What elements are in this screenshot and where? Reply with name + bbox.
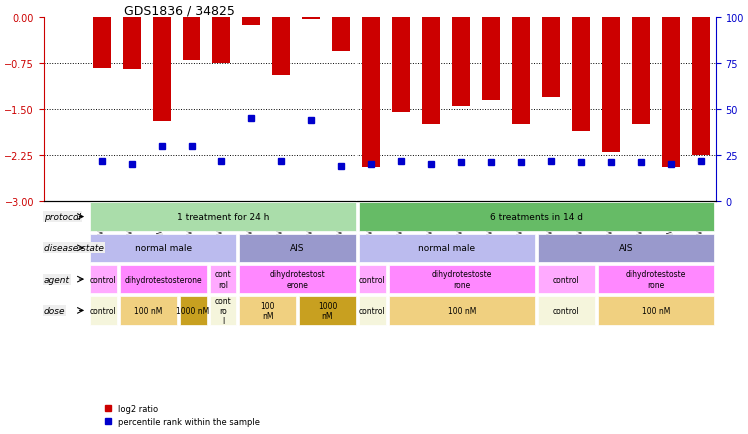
- Bar: [692, 18, 710, 156]
- Bar: [93, 18, 111, 68]
- Bar: [452, 18, 470, 107]
- Bar: [662, 18, 680, 168]
- Text: normal male: normal male: [135, 244, 191, 253]
- Bar: [359, 203, 714, 231]
- Bar: [90, 297, 117, 325]
- Bar: [538, 297, 595, 325]
- Text: 100 nM: 100 nM: [448, 306, 476, 315]
- Bar: [359, 297, 386, 325]
- Bar: [332, 18, 350, 52]
- Bar: [120, 297, 177, 325]
- Bar: [299, 297, 356, 325]
- Text: AIS: AIS: [290, 244, 305, 253]
- Text: control: control: [553, 306, 580, 315]
- Text: dihydrotestoste
rone: dihydrotestoste rone: [626, 270, 686, 289]
- Bar: [239, 297, 296, 325]
- Text: 1000 nM: 1000 nM: [177, 306, 209, 315]
- Bar: [239, 266, 356, 293]
- Text: dihydrotestost
erone: dihydrotestost erone: [270, 270, 325, 289]
- Text: 6 treatments in 14 d: 6 treatments in 14 d: [490, 213, 583, 221]
- Text: control: control: [359, 306, 386, 315]
- Text: agent: agent: [44, 275, 70, 284]
- Bar: [632, 18, 650, 125]
- Bar: [90, 203, 356, 231]
- Bar: [362, 18, 380, 168]
- Text: control: control: [90, 306, 117, 315]
- Text: 100
nM: 100 nM: [260, 301, 275, 320]
- Bar: [180, 297, 206, 325]
- Bar: [272, 18, 290, 76]
- Bar: [538, 234, 714, 262]
- Text: cont
rol: cont rol: [215, 270, 231, 289]
- Bar: [239, 234, 356, 262]
- Text: disease state: disease state: [44, 244, 104, 253]
- Bar: [359, 266, 386, 293]
- Bar: [512, 18, 530, 125]
- Bar: [572, 18, 590, 131]
- Bar: [389, 266, 535, 293]
- Text: dihydrotestosterone: dihydrotestosterone: [124, 275, 202, 284]
- Text: cont
ro
l: cont ro l: [215, 296, 231, 326]
- Text: dose: dose: [44, 306, 65, 315]
- Bar: [123, 18, 141, 70]
- Text: dihydrotestoste
rone: dihydrotestoste rone: [432, 270, 492, 289]
- Text: 1 treatment for 24 h: 1 treatment for 24 h: [177, 213, 269, 221]
- Bar: [602, 18, 620, 153]
- Text: 100 nM: 100 nM: [642, 306, 670, 315]
- Bar: [389, 297, 535, 325]
- Bar: [542, 18, 560, 98]
- Bar: [90, 266, 117, 293]
- Text: control: control: [359, 275, 386, 284]
- Text: 1000
nM: 1000 nM: [318, 301, 337, 320]
- Text: AIS: AIS: [619, 244, 634, 253]
- Text: GDS1836 / 34825: GDS1836 / 34825: [124, 4, 236, 17]
- Text: 100 nM: 100 nM: [134, 306, 162, 315]
- Bar: [90, 234, 236, 262]
- Bar: [209, 266, 236, 293]
- Bar: [120, 266, 206, 293]
- Bar: [392, 18, 410, 113]
- Bar: [153, 18, 171, 122]
- Text: control: control: [90, 275, 117, 284]
- Bar: [242, 18, 260, 26]
- Bar: [212, 18, 230, 64]
- Legend: log2 ratio, percentile rank within the sample: log2 ratio, percentile rank within the s…: [102, 401, 264, 430]
- Bar: [482, 18, 500, 101]
- Text: protocol: protocol: [44, 213, 81, 221]
- Bar: [183, 18, 200, 61]
- Bar: [209, 297, 236, 325]
- Bar: [598, 266, 714, 293]
- Bar: [538, 266, 595, 293]
- Bar: [598, 297, 714, 325]
- Bar: [359, 234, 535, 262]
- Bar: [302, 18, 320, 20]
- Text: normal male: normal male: [418, 244, 476, 253]
- Text: control: control: [553, 275, 580, 284]
- Bar: [422, 18, 440, 125]
